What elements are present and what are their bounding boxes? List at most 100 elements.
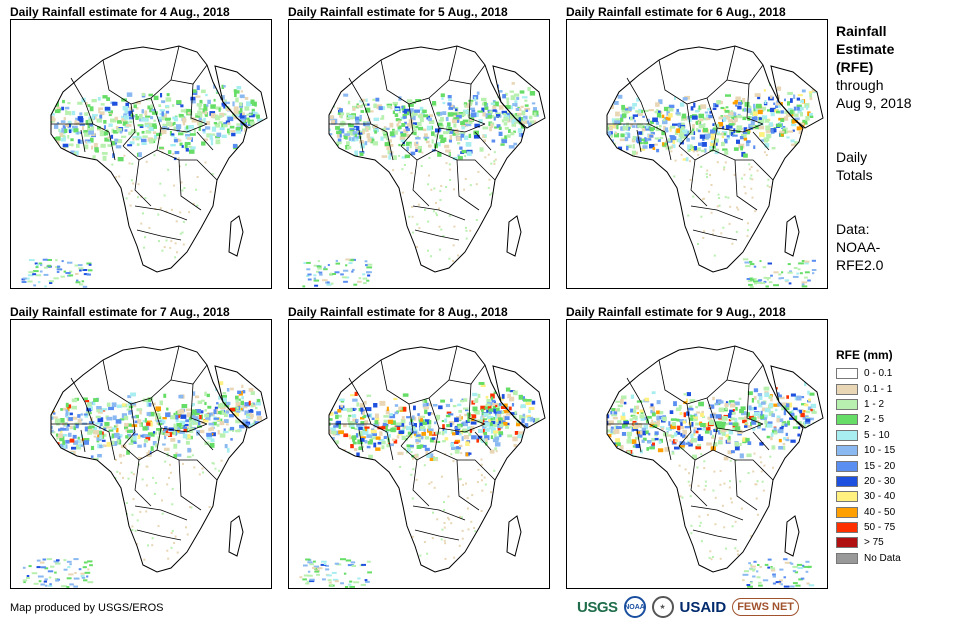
country-border [734,159,758,211]
title-line: Rainfall [836,23,887,39]
country-border [678,103,692,147]
rainfall-map [566,319,828,589]
country-border [134,159,152,207]
fews-net-logo: FEWS NET [732,598,800,616]
legend-item: > 75 [836,535,964,550]
legend-label: 20 - 30 [864,475,896,487]
legend-swatch [836,537,858,549]
country-border [160,423,208,433]
country-border [358,129,364,153]
africa-map-svg [606,45,824,288]
country-border [136,529,182,541]
country-border [686,345,736,405]
ocean-rain [21,258,93,288]
africa-map-svg [299,345,546,588]
title-line: Estimate [836,41,895,57]
coastline [214,365,268,429]
country-border [136,229,182,241]
legend-item: 15 - 20 [836,458,964,473]
coastline [228,215,244,257]
country-border [408,45,458,105]
legend-item: 5 - 10 [836,428,964,443]
legend-swatch [836,414,858,426]
country-border [178,159,202,211]
country-border [386,131,394,161]
legend-item: 50 - 75 [836,520,964,535]
country-border [686,45,736,105]
country-border [468,383,486,425]
legend-item: No Data [836,551,964,566]
panel-title: Daily Rainfall estimate for 4 Aug., 2018 [10,5,230,19]
country-border [122,445,158,461]
country-border [190,83,208,125]
coastline [784,215,800,257]
country-border [726,64,764,85]
country-border [448,364,486,385]
legend-swatch [836,522,858,534]
panel-title: Daily Rainfall estimate for 7 Aug., 2018 [10,305,230,319]
country-border [80,429,86,453]
country-border [607,123,666,133]
data-line: RFE2.0 [836,257,884,273]
legend-swatch [836,368,858,380]
country-border [716,423,764,433]
country-border [678,445,714,461]
usaid-logo: USAID [679,598,727,616]
coastline [506,215,522,257]
country-border [102,59,132,105]
country-border [474,431,492,451]
country-border [70,377,94,425]
country-border [434,449,496,481]
legend-swatch [836,445,858,457]
country-border [348,377,372,425]
country-border [134,205,188,221]
coastline [770,365,824,429]
legend-item: 1 - 2 [836,397,964,412]
country-border [134,459,152,507]
country-border [400,445,436,461]
country-border [448,64,486,85]
legend-label: 2 - 5 [864,414,885,426]
country-border [130,345,180,405]
africa-map-svg [606,345,824,588]
rainfall-cells [329,382,540,560]
country-border [692,229,738,241]
rainfall-map [10,319,272,589]
legend-label: 15 - 20 [864,460,896,472]
country-border [122,403,136,447]
side-description: Rainfall Estimate (RFE) through Aug 9, 2… [836,22,964,274]
country-border [51,423,110,433]
coastline [506,515,522,557]
legend-item: 20 - 30 [836,474,964,489]
country-border [122,145,158,161]
legend-swatch [836,429,858,441]
legend-swatch [836,460,858,472]
country-border [690,459,708,507]
country-border [178,459,202,511]
dhs-seal-icon: ★ [651,596,674,618]
panel-title: Daily Rainfall estimate for 8 Aug., 2018 [288,305,508,319]
data-line: Data: [836,221,870,237]
country-border [412,459,430,507]
country-border [636,429,642,453]
legend-swatch [836,552,858,564]
country-border [607,423,666,433]
coastline [492,65,546,129]
coastline [214,65,268,129]
legend-label: 0.1 - 1 [864,383,893,395]
legend-label: 10 - 15 [864,445,896,457]
africa-map-svg [21,45,268,288]
rainfall-cells [51,84,263,261]
country-border [400,145,436,161]
usgs-logo: USGS [577,598,618,616]
country-border [400,103,414,147]
country-border [170,64,208,85]
country-border [170,364,208,385]
country-border [726,364,764,385]
country-border [414,229,460,241]
through-date: Aug 9, 2018 [836,95,912,111]
legend-label: 0 - 0.1 [864,368,893,380]
africa-map-svg [22,345,268,588]
legend-item: 0 - 0.1 [836,366,964,381]
country-border [412,505,466,521]
